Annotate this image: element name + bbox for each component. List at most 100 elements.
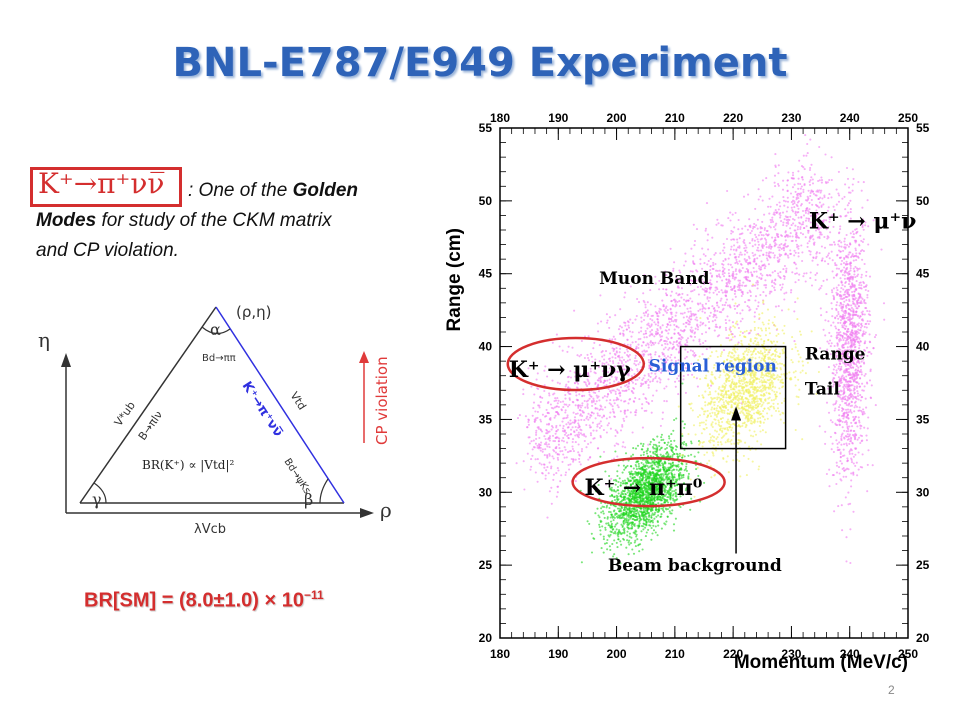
scatter-point-range-tail — [865, 434, 868, 437]
scatter-point-range-tail — [874, 404, 877, 407]
scatter-point-range-tail — [862, 361, 865, 364]
scatter-point-muon-band — [651, 380, 654, 383]
scatter-point-muon-band — [555, 495, 558, 498]
scatter-point-muon-band — [677, 326, 680, 329]
scatter-point-muon-band — [642, 312, 645, 315]
scatter-point-muon-band — [624, 360, 627, 363]
scatter-point-muon-band — [684, 260, 687, 263]
scatter-point-range-tail — [848, 360, 851, 363]
scatter-point-range-tail — [843, 443, 846, 446]
scatter-point-muon-band — [650, 329, 654, 332]
scatter-point-muon-band — [786, 184, 789, 187]
scatter-point-muon-band — [674, 385, 677, 388]
scatter-point-muon-band — [716, 275, 719, 278]
scatter-point-muon-band — [677, 393, 680, 396]
scatter-point-muon-band — [677, 286, 680, 289]
scatter-point-range-tail — [839, 451, 842, 454]
scatter-point-muon-band — [699, 285, 702, 288]
scatter-point-range-tail — [843, 257, 846, 261]
scatter-point-muon-band — [659, 424, 662, 427]
scatter-point-muon-band — [815, 194, 818, 197]
scatter-point-muon-band — [551, 434, 555, 437]
scatter-point-range-tail — [839, 297, 842, 300]
scatter-point-k — [669, 440, 673, 443]
scatter-point-range-tail — [844, 496, 847, 499]
scatter-point-muon-band — [794, 251, 797, 254]
scatter-point-range-tail — [856, 394, 860, 398]
scatter-point-muon-band — [769, 290, 772, 293]
scatter-point-k — [646, 452, 649, 455]
scatter-point-muon-band — [659, 327, 662, 330]
scatter-point-muon-band — [660, 371, 663, 374]
scatter-point-muon-band — [622, 329, 625, 332]
scatter-point-range-tail — [846, 433, 849, 436]
scatter-point-muon-band — [794, 263, 797, 266]
scatter-point-muon-band — [704, 227, 708, 230]
scatter-point-range-tail — [859, 465, 862, 469]
scatter-point-muon-band — [797, 251, 800, 255]
scatter-point-range-tail — [840, 381, 843, 384]
scatter-point-muon-band — [583, 394, 586, 397]
scatter-point-k — [619, 484, 622, 487]
scatter-point-muon-band — [738, 279, 742, 282]
scatter-point-k — [616, 470, 619, 473]
scatter-point-range-tail — [861, 334, 864, 338]
scatter-point-range-tail — [857, 398, 860, 401]
scatter-point-range-tail — [832, 364, 835, 367]
scatter-point-muon-band — [635, 345, 638, 348]
scatter-point-muon-band — [607, 371, 610, 374]
scatter-point-muon-band — [604, 350, 608, 353]
scatter-point-muon-band — [667, 369, 670, 372]
scatter-point-range-tail — [851, 376, 854, 379]
scatter-point-range-tail — [827, 262, 830, 265]
scatter-point-muon-band — [775, 203, 779, 206]
scatter-point-muon-band — [670, 353, 673, 356]
scatter-point-muon-band — [606, 424, 609, 427]
scatter-point-range-tail — [848, 293, 851, 296]
scatter-point-range-tail — [848, 280, 851, 283]
scatter-point-range-tail — [854, 436, 857, 439]
scatter-point-muon-band — [786, 220, 790, 224]
scatter-point-muon-band — [726, 304, 729, 307]
scatter-point-muon-band — [605, 399, 608, 402]
scatter-point-range-tail — [830, 302, 833, 305]
scatter-point-muon-band — [645, 336, 648, 339]
scatter-point-muon-band — [687, 323, 690, 326]
scatter-point-muon-band — [569, 370, 572, 373]
scatter-point-range-tail — [850, 304, 853, 307]
scatter-point-muon-band — [741, 266, 744, 270]
scatter-point-range-tail — [827, 342, 830, 345]
scatter-point-range-tail — [831, 378, 834, 382]
scatter-point-muon-band — [757, 234, 760, 237]
scatter-point-muon-band — [718, 275, 721, 278]
scatter-point-k — [656, 435, 659, 438]
scatter-point-range-tail — [839, 319, 843, 322]
scatter-point-k — [645, 468, 648, 471]
scatter-point-k — [657, 524, 660, 527]
scatter-point-muon-band — [774, 209, 777, 212]
scatter-point-muon-band — [578, 457, 581, 460]
scatter-point-muon-band — [746, 228, 749, 231]
scatter-point-muon-band — [695, 269, 698, 272]
scatter-point-muon-band — [522, 388, 525, 391]
scatter-point-muon-band — [702, 280, 705, 283]
scatter-point-muon-band — [742, 281, 745, 284]
scatter-point-muon-band — [789, 232, 792, 235]
scatter-point-range-tail — [835, 331, 839, 334]
scatter-point-range-tail — [858, 342, 861, 345]
scatter-point-muon-band — [765, 177, 768, 180]
scatter-point-range-tail — [846, 399, 849, 402]
scatter-point-muon-band — [728, 275, 731, 278]
scatter-point-range-tail — [863, 353, 866, 356]
scatter-point-muon-band — [711, 236, 714, 239]
scatter-point-k — [638, 476, 641, 479]
scatter-point-k — [682, 476, 685, 479]
scatter-point-muon-band — [797, 182, 800, 185]
scatter-point-k — [666, 508, 670, 511]
scatter-point-muon-band — [753, 239, 756, 242]
apex-process: Bd→ππ — [202, 353, 236, 364]
scatter-point-range-tail — [839, 250, 842, 253]
scatter-point-range-tail — [824, 430, 827, 433]
scatter-point-muon-band — [550, 465, 553, 468]
scatter-point-muon-band — [593, 437, 596, 440]
